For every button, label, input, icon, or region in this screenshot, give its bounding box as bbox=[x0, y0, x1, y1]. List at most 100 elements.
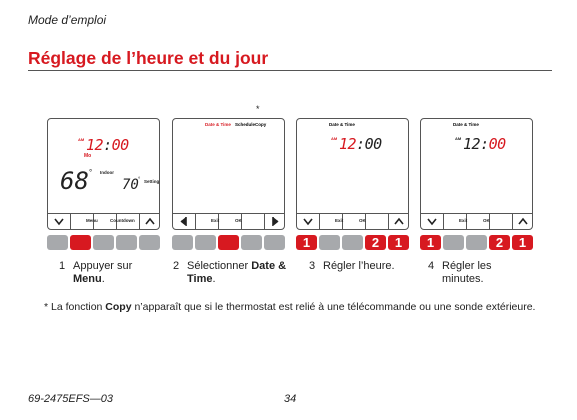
step-instruction: Appuyer sur bbox=[73, 260, 133, 272]
step-instruction: Régler les minutes. bbox=[442, 260, 492, 285]
soft-key-divider bbox=[466, 214, 467, 229]
hardware-key bbox=[241, 235, 262, 250]
screen-tab: Date & Time bbox=[453, 122, 479, 127]
soft-key-label: Menu bbox=[86, 218, 98, 223]
screen-tab: Date & Time bbox=[205, 122, 231, 127]
time-minutes: 00 bbox=[111, 136, 130, 154]
am-pm: AM bbox=[455, 136, 462, 141]
thermostat-screen: AM 12:00 Mo 68 ° Indoor 70 ° Setting Menu Countdow… bbox=[47, 118, 160, 230]
step-text: Appuyer sur Menu. bbox=[73, 260, 145, 286]
hardware-key bbox=[319, 235, 340, 250]
time-hours: 12 bbox=[339, 135, 357, 153]
soft-key-divider bbox=[218, 214, 219, 229]
step-instruction: Régler l’heure. bbox=[323, 260, 395, 272]
time-minutes: 00 bbox=[364, 135, 383, 153]
thermostat-screen: Date & Time AM 12:00 Exit OK bbox=[420, 118, 533, 230]
soft-key-bar: Exit OK bbox=[297, 213, 408, 229]
footnote-end: n’apparaît que si le thermostat est reli… bbox=[131, 301, 536, 313]
soft-key-divider bbox=[93, 214, 94, 229]
hardware-key bbox=[195, 235, 216, 250]
hardware-key bbox=[342, 235, 363, 250]
soft-key-divider bbox=[365, 214, 366, 229]
hardware-key bbox=[47, 235, 68, 250]
step-bold: Menu bbox=[73, 273, 102, 285]
screen-tab: Schedule bbox=[235, 122, 256, 127]
soft-key-label: Exit bbox=[459, 218, 468, 223]
hardware-key bbox=[218, 235, 239, 250]
hardware-key: 2 bbox=[489, 235, 510, 250]
asterisk: * bbox=[256, 104, 260, 114]
time-display: 12:00 bbox=[463, 135, 506, 153]
soft-key-divider bbox=[388, 214, 389, 229]
indoor-unit: ° bbox=[89, 168, 93, 177]
hardware-key bbox=[139, 235, 160, 250]
hardware-key: 1 bbox=[420, 235, 441, 250]
page-number: 34 bbox=[284, 393, 297, 405]
setting-temp: 70 bbox=[122, 177, 139, 193]
soft-key-label: Countdown bbox=[110, 218, 135, 223]
soft-key-divider bbox=[116, 214, 117, 229]
page-title: Réglage de l’heure et du jour bbox=[28, 48, 269, 68]
time-hours: 12 bbox=[463, 135, 481, 153]
doc-id: 69-2475EFS—03 bbox=[28, 393, 113, 405]
setting-unit: ° bbox=[138, 177, 141, 183]
step-end: . bbox=[101, 273, 105, 285]
thermostat-screen: Date & Time AM 12:00 Exit OK bbox=[296, 118, 409, 230]
soft-key-divider bbox=[195, 214, 196, 229]
hardware-key: 1 bbox=[296, 235, 317, 250]
arrow-icon bbox=[427, 218, 437, 226]
soft-key-label: OK bbox=[359, 218, 366, 223]
soft-key-divider bbox=[319, 214, 320, 229]
soft-key-divider bbox=[241, 214, 242, 229]
soft-key-bar: Menu Countdown bbox=[48, 213, 159, 229]
hardware-key bbox=[264, 235, 285, 250]
hardware-key bbox=[93, 235, 114, 250]
step-text: Sélectionner Date & Time. bbox=[187, 260, 297, 286]
screen-tab: Copy bbox=[255, 122, 267, 127]
soft-key-divider bbox=[489, 214, 490, 229]
setting-label: Setting bbox=[144, 179, 160, 184]
soft-key-bar: Exit OK bbox=[421, 213, 532, 229]
section-label: Mode d’emploi bbox=[28, 13, 107, 27]
soft-key-label: Exit bbox=[211, 218, 220, 223]
arrow-icon bbox=[272, 217, 279, 226]
hardware-key: 2 bbox=[365, 235, 386, 250]
soft-key-bar: Exit OK bbox=[173, 213, 284, 229]
hardware-key: 1 bbox=[388, 235, 409, 250]
step-number: 4 bbox=[428, 260, 435, 272]
arrow-icon bbox=[180, 217, 187, 226]
step-number: 2 bbox=[173, 260, 180, 272]
arrow-icon bbox=[145, 217, 155, 225]
soft-key-divider bbox=[342, 214, 343, 229]
time-colon: : bbox=[356, 135, 365, 153]
step-number: 1 bbox=[59, 260, 66, 272]
time-hours: 12 bbox=[86, 136, 104, 154]
hardware-key bbox=[116, 235, 137, 250]
step-end: . bbox=[212, 273, 216, 285]
title-rule bbox=[28, 70, 552, 71]
step-bold: Date & Time bbox=[187, 260, 287, 285]
time-minutes: 00 bbox=[488, 135, 507, 153]
indoor-temp: 68 bbox=[60, 167, 89, 195]
soft-key-divider bbox=[443, 214, 444, 229]
soft-key-divider bbox=[512, 214, 513, 229]
arrow-icon bbox=[394, 217, 404, 225]
time-display: 12:00 bbox=[86, 136, 129, 154]
key-row bbox=[47, 235, 160, 250]
step-number: 3 bbox=[309, 260, 316, 272]
soft-key-divider bbox=[70, 214, 71, 229]
hardware-key bbox=[443, 235, 464, 250]
arrow-icon bbox=[518, 217, 528, 225]
time-display: 12:00 bbox=[339, 135, 382, 153]
soft-key-label: Exit bbox=[335, 218, 344, 223]
hardware-key: 1 bbox=[512, 235, 533, 250]
footnote: * La fonction Copy n’apparaît que si le … bbox=[44, 301, 535, 313]
hardware-key bbox=[70, 235, 91, 250]
indoor-label: Indoor bbox=[100, 170, 114, 175]
footnote-bold: Copy bbox=[105, 301, 132, 313]
arrow-icon bbox=[54, 218, 64, 226]
